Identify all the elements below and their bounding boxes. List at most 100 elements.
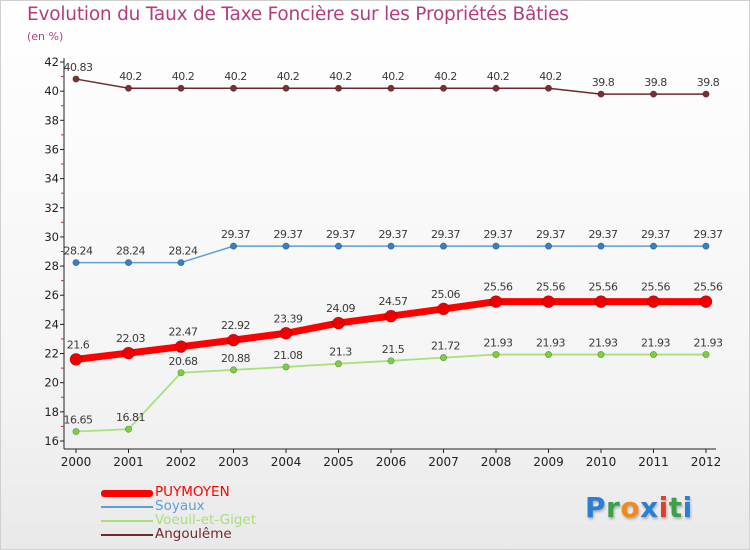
data-point[interactable] bbox=[702, 351, 710, 359]
data-label: 21.3 bbox=[329, 346, 352, 359]
data-label: 29.37 bbox=[274, 228, 303, 241]
data-point[interactable] bbox=[544, 242, 552, 250]
y-tick-label: 38 bbox=[44, 113, 59, 127]
data-point[interactable] bbox=[492, 84, 500, 92]
data-label: 39.8 bbox=[644, 76, 667, 89]
data-point[interactable] bbox=[282, 363, 290, 371]
data-label: 29.37 bbox=[484, 228, 513, 241]
legend-swatch bbox=[101, 489, 153, 497]
data-label: 25.06 bbox=[431, 288, 460, 301]
y-tick-label: 22 bbox=[44, 347, 59, 361]
data-label: 40.2 bbox=[119, 70, 142, 83]
y-tick-label: 28 bbox=[44, 259, 59, 273]
data-point[interactable] bbox=[387, 357, 395, 365]
y-tick-label: 24 bbox=[44, 317, 59, 331]
data-point[interactable] bbox=[649, 90, 657, 98]
data-point[interactable] bbox=[230, 366, 238, 374]
chart-title: Evolution du Taux de Taxe Foncière sur l… bbox=[27, 4, 569, 25]
data-point[interactable] bbox=[649, 351, 657, 359]
data-label: 29.37 bbox=[326, 228, 355, 241]
data-point[interactable] bbox=[439, 354, 447, 362]
data-point[interactable] bbox=[72, 75, 80, 83]
x-tick-label: 2007 bbox=[428, 455, 459, 469]
data-point[interactable] bbox=[492, 351, 500, 359]
data-point[interactable] bbox=[649, 242, 657, 250]
data-label: 22.47 bbox=[169, 326, 198, 339]
data-point[interactable] bbox=[72, 428, 80, 436]
legend-label: Angoulême bbox=[155, 526, 232, 542]
data-point[interactable] bbox=[279, 326, 293, 340]
logo-letter: i bbox=[682, 491, 693, 524]
data-label: 40.2 bbox=[224, 70, 247, 83]
data-point[interactable] bbox=[334, 84, 342, 92]
logo-letter: i bbox=[658, 491, 669, 524]
x-tick-label: 2010 bbox=[586, 455, 617, 469]
data-label: 25.56 bbox=[694, 281, 723, 294]
series-layer bbox=[69, 75, 713, 436]
data-point[interactable] bbox=[702, 90, 710, 98]
data-label: 21.5 bbox=[382, 343, 405, 356]
data-point[interactable] bbox=[439, 242, 447, 250]
data-point[interactable] bbox=[125, 425, 133, 433]
data-point[interactable] bbox=[544, 351, 552, 359]
logo-letter: o bbox=[620, 491, 641, 524]
data-point[interactable] bbox=[594, 295, 608, 308]
data-point[interactable] bbox=[699, 295, 713, 308]
data-point[interactable] bbox=[439, 84, 447, 92]
data-label: 21.93 bbox=[484, 337, 513, 350]
logo-letter: t bbox=[668, 491, 683, 524]
data-point[interactable] bbox=[597, 242, 605, 250]
logo-letter: r bbox=[606, 491, 621, 524]
data-point[interactable] bbox=[282, 242, 290, 250]
data-point[interactable] bbox=[597, 90, 605, 98]
data-point[interactable] bbox=[125, 259, 133, 267]
legend-swatch bbox=[101, 520, 153, 522]
legend-swatch bbox=[101, 534, 153, 536]
data-label: 29.37 bbox=[379, 228, 408, 241]
data-point[interactable] bbox=[282, 84, 290, 92]
series-puymoyen bbox=[69, 295, 713, 366]
data-point[interactable] bbox=[387, 242, 395, 250]
data-point[interactable] bbox=[437, 302, 450, 316]
data-point[interactable] bbox=[230, 242, 238, 250]
data-label: 40.2 bbox=[329, 70, 352, 83]
data-point[interactable] bbox=[492, 242, 500, 250]
data-label: 22.03 bbox=[116, 332, 145, 345]
data-point[interactable] bbox=[177, 369, 185, 377]
y-tick-label: 26 bbox=[44, 288, 59, 302]
data-point[interactable] bbox=[174, 340, 188, 353]
data-point[interactable] bbox=[177, 84, 185, 92]
data-label: 40.2 bbox=[382, 70, 405, 83]
series-angoul-me bbox=[72, 75, 710, 98]
x-tick-label: 2012 bbox=[691, 455, 722, 469]
data-point[interactable] bbox=[122, 346, 135, 360]
data-point[interactable] bbox=[332, 316, 345, 330]
data-point[interactable] bbox=[72, 259, 80, 267]
data-point[interactable] bbox=[69, 353, 83, 366]
data-label: 40.2 bbox=[172, 70, 195, 83]
data-point[interactable] bbox=[177, 259, 185, 267]
data-point[interactable] bbox=[384, 309, 398, 323]
data-point[interactable] bbox=[489, 295, 503, 308]
data-point[interactable] bbox=[542, 295, 555, 308]
data-point[interactable] bbox=[597, 351, 605, 359]
data-label: 39.8 bbox=[697, 76, 720, 89]
data-point[interactable] bbox=[647, 295, 660, 308]
data-point[interactable] bbox=[125, 84, 133, 92]
data-label: 25.56 bbox=[589, 281, 618, 294]
data-point[interactable] bbox=[702, 242, 710, 250]
data-point[interactable] bbox=[334, 360, 342, 368]
x-tick-label: 2001 bbox=[113, 455, 144, 469]
series-soyaux bbox=[72, 242, 710, 267]
logo-letter: x bbox=[640, 491, 659, 524]
data-label: 16.81 bbox=[116, 411, 145, 424]
y-tick-label: 18 bbox=[44, 405, 59, 419]
data-label: 29.37 bbox=[589, 228, 618, 241]
data-point[interactable] bbox=[544, 84, 552, 92]
data-point[interactable] bbox=[230, 84, 238, 92]
data-point[interactable] bbox=[227, 333, 240, 347]
data-point[interactable] bbox=[387, 84, 395, 92]
data-point[interactable] bbox=[334, 242, 342, 250]
data-label: 29.37 bbox=[221, 228, 250, 241]
